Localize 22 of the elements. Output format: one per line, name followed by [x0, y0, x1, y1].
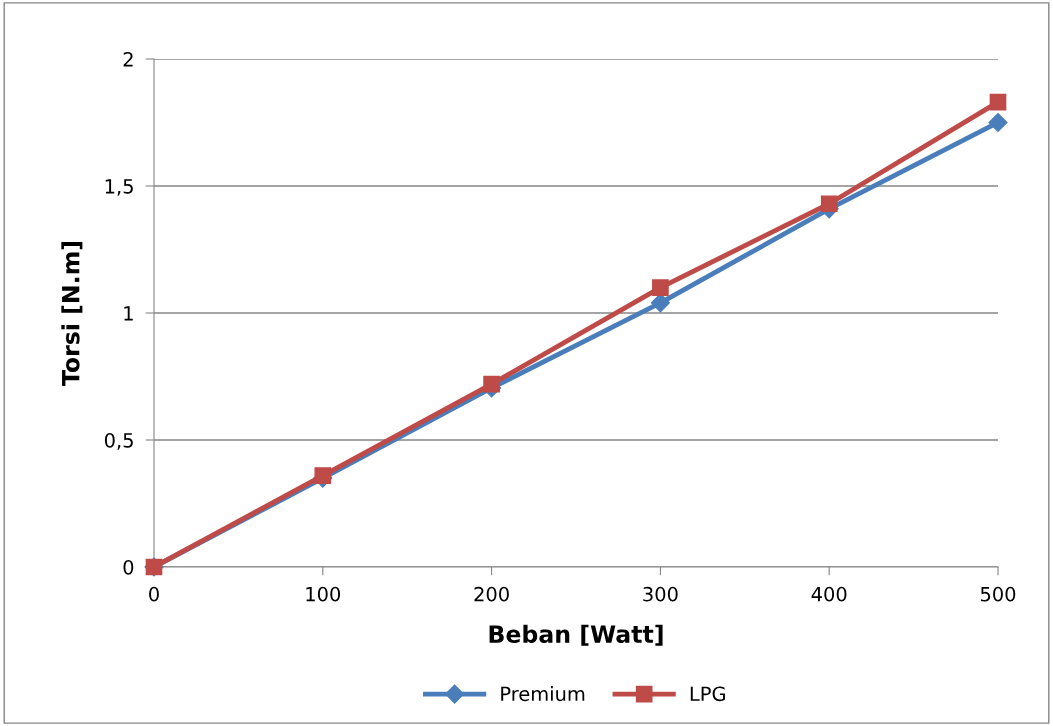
y-axis-title: Torsi [N.m]	[61, 241, 83, 386]
point	[652, 279, 669, 296]
point	[989, 93, 1007, 111]
x-tick-label: 100	[306, 586, 341, 602]
legend-label: LPG	[690, 686, 725, 702]
x-tick-label: 200	[474, 586, 509, 602]
point	[988, 112, 1008, 133]
point	[820, 195, 838, 213]
x-tick-label: 0	[149, 586, 159, 602]
y-tick-label: 1,5	[105, 179, 133, 196]
x-axis-title: Beban [Watt]	[489, 624, 663, 646]
y-tick-label: 2	[123, 51, 133, 67]
x-tick-label: 300	[643, 586, 678, 602]
point	[650, 293, 670, 313]
x-tick-label: 400	[811, 586, 847, 602]
y-tick-label: 0,5	[104, 432, 133, 450]
y-tick-label: 0	[123, 559, 134, 575]
point	[314, 467, 332, 484]
x-tick-label: 500	[980, 586, 1016, 602]
point	[483, 375, 500, 393]
legend-label: Premium	[501, 686, 585, 702]
y-tick-label: 1	[124, 306, 133, 321]
